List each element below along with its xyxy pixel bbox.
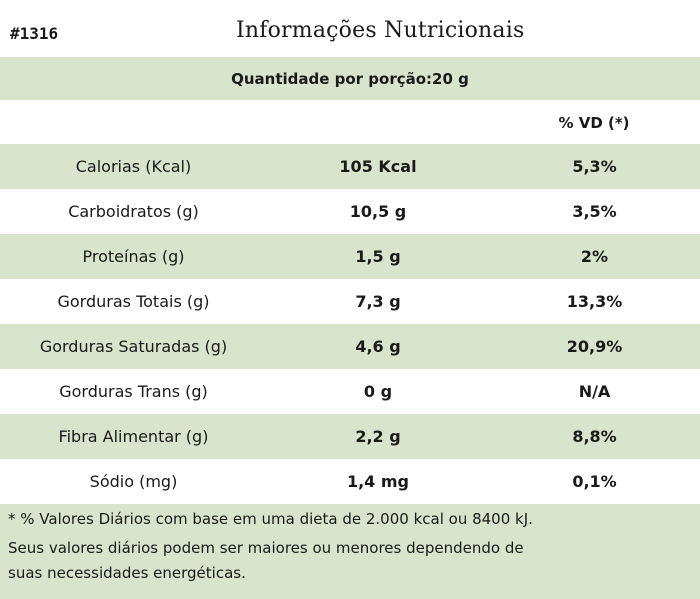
product-code: #1316: [10, 24, 59, 43]
nutrient-amount: 0 g: [363, 382, 393, 401]
nutrient-amount: 4,6 g: [355, 337, 401, 356]
footnote-line: * % Valores Diários com base em uma diet…: [8, 510, 533, 528]
table-row: Calorias (Kcal) 105 Kcal 5,3%: [0, 144, 700, 189]
nutrient-amount: 10,5 g: [349, 202, 407, 221]
nutrient-name: Gorduras Trans (g): [59, 382, 208, 401]
table-row: Gorduras Trans (g) 0 g N/A: [0, 369, 700, 414]
footnote-line: Seus valores diários podem ser maiores o…: [8, 539, 524, 557]
nutrient-name: Proteínas (g): [82, 247, 185, 266]
nutrient-amount: 105 Kcal: [339, 157, 417, 176]
nutrient-amount: 2,2 g: [355, 427, 401, 446]
nutrient-name: Gorduras Totais (g): [57, 292, 210, 311]
table-row: Gorduras Totais (g) 7,3 g 13,3%: [0, 279, 700, 324]
nutrition-table: Calorias (Kcal) 105 Kcal 5,3% Carboidrat…: [0, 144, 700, 504]
footnote: * % Valores Diários com base em uma diet…: [0, 504, 700, 599]
nutrient-name: Fibra Alimentar (g): [58, 427, 209, 446]
header: #1316 Informações Nutricionais: [0, 0, 700, 55]
nutrient-vd: N/A: [578, 382, 611, 401]
table-row: Fibra Alimentar (g) 2,2 g 8,8%: [0, 414, 700, 459]
nutrient-name: Sódio (mg): [89, 472, 178, 491]
nutrient-amount: 1,4 mg: [346, 472, 410, 491]
vd-column-header: % VD (*): [558, 114, 630, 132]
table-row: Proteínas (g) 1,5 g 2%: [0, 234, 700, 279]
nutrient-vd: 8,8%: [572, 427, 617, 446]
nutrient-vd: 13,3%: [566, 292, 623, 311]
nutrient-vd: 20,9%: [566, 337, 623, 356]
table-row: Gorduras Saturadas (g) 4,6 g 20,9%: [0, 324, 700, 369]
nutrient-vd: 0,1%: [572, 472, 617, 491]
nutrient-name: Calorias (Kcal): [75, 157, 192, 176]
serving-size: Quantidade por porção:20 g: [231, 70, 469, 88]
page-title: Informações Nutricionais: [236, 18, 525, 43]
table-row: Sódio (mg) 1,4 mg 0,1%: [0, 459, 700, 504]
column-header-row: % VD (*): [0, 100, 700, 144]
nutrient-amount: 7,3 g: [355, 292, 401, 311]
footnote-line: suas necessidades energéticas.: [8, 564, 246, 582]
nutrient-name: Gorduras Saturadas (g): [39, 337, 228, 356]
nutrient-vd: 2%: [580, 247, 609, 266]
nutrient-name: Carboidratos (g): [68, 202, 199, 221]
table-row: Carboidratos (g) 10,5 g 3,5%: [0, 189, 700, 234]
nutrient-vd: 5,3%: [572, 157, 617, 176]
serving-band: Quantidade por porção:20 g: [0, 55, 700, 102]
nutrient-vd: 3,5%: [572, 202, 617, 221]
nutrient-amount: 1,5 g: [355, 247, 401, 266]
